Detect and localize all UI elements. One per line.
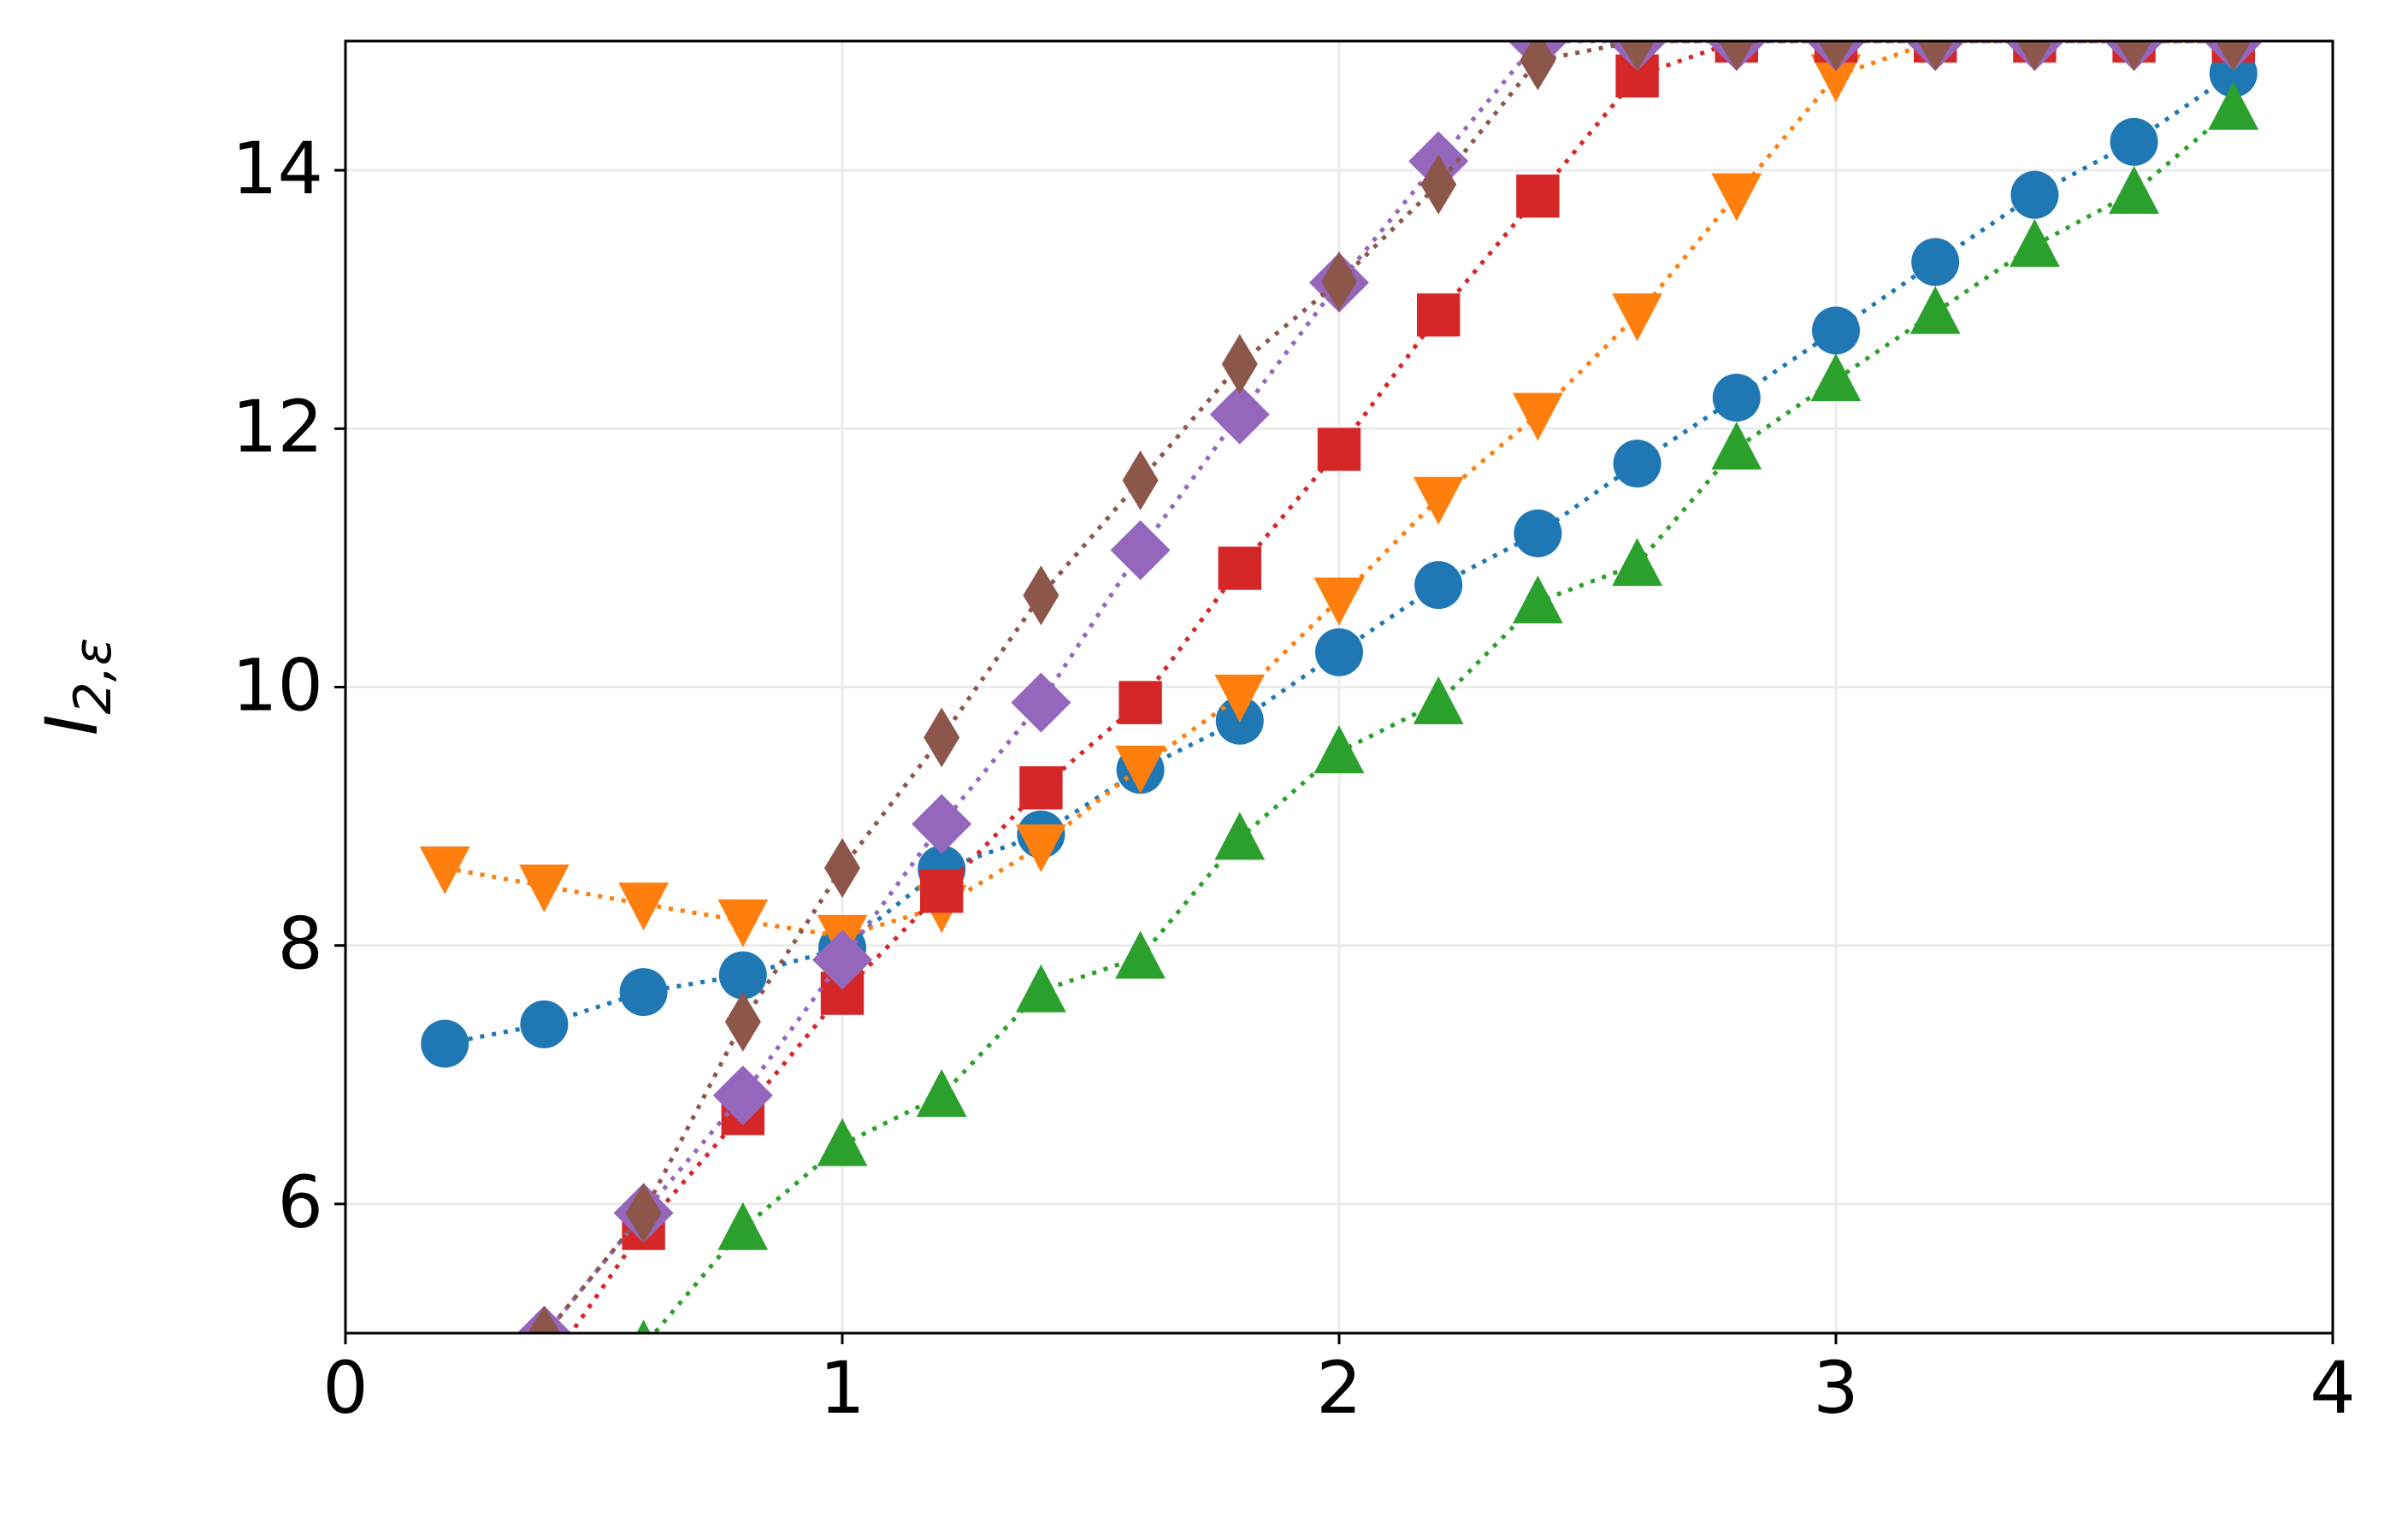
marker [522,1350,565,1393]
marker [423,1492,466,1517]
marker [1023,565,1059,626]
marker [1520,41,1556,91]
marker [1818,41,1854,71]
marker [427,1497,463,1517]
marker [1420,154,1457,215]
marker [2016,41,2053,71]
marker [636,1319,651,1333]
y-tick-label: 12 [232,385,323,469]
marker [820,971,865,1015]
marker [618,882,669,931]
x-tick-label: 0 [322,1346,368,1430]
marker [619,968,668,1017]
marker [1011,672,1071,733]
marker [1315,628,1363,676]
marker [920,870,964,913]
marker [1909,286,1961,334]
marker [1214,674,1266,723]
marker [421,1019,469,1068]
marker [1810,54,1862,103]
marker [2215,41,2252,71]
marker [519,864,570,912]
y-tick-label: 10 [232,643,323,727]
x-tick-label: 2 [1316,1346,1361,1430]
marker [912,794,972,854]
marker [1413,476,1464,525]
marker [812,930,872,990]
marker [717,899,769,947]
plot-area [415,41,2263,1517]
y-tick-label: 8 [278,902,323,986]
marker [924,707,960,768]
marker [1711,422,1762,470]
marker [625,1183,662,1243]
marker [916,1069,967,1118]
y-tick-label: 6 [278,1160,323,1244]
marker [1317,428,1361,471]
marker [1612,538,1662,587]
marker [420,1501,470,1517]
y-label-main: I [30,714,114,735]
marker [1513,393,1563,441]
marker [1417,293,1461,337]
marker [1016,964,1066,1012]
marker [1214,812,1266,860]
marker [1110,520,1171,581]
marker [1615,54,1659,97]
marker [419,846,470,894]
marker [1612,293,1662,342]
marker [2010,170,2059,219]
y-axis-label: I2,ε [30,638,123,735]
marker [1514,509,1562,558]
marker [415,1458,475,1517]
y-label-sub: 2,ε [63,638,123,715]
marker [2110,117,2158,166]
y-tick-label: 14 [232,127,323,210]
marker [1122,450,1159,511]
marker [712,1065,773,1125]
marker [1313,725,1365,774]
marker [718,951,767,1000]
marker [1019,766,1063,810]
marker [1218,546,1261,590]
marker [1209,384,1270,445]
marker [1321,251,1357,312]
marker [824,838,860,899]
marker [2116,41,2152,71]
marker [1810,353,1862,402]
marker [1712,374,1761,422]
marker [2208,81,2259,130]
marker [1016,824,1066,873]
marker [1221,334,1258,394]
marker [1911,238,1960,286]
marker [2010,218,2060,267]
marker [1115,930,1166,979]
marker [1313,577,1365,626]
marker [1115,745,1166,794]
marker [519,1410,570,1458]
marker [1118,681,1162,724]
marker [1613,440,1661,488]
marker [1516,174,1560,218]
marker [520,1000,569,1048]
marker [1711,173,1762,221]
x-tick-label: 4 [2310,1346,2355,1430]
marker [1413,676,1464,724]
marker [1414,561,1463,610]
marker [2109,165,2159,214]
marker [528,1306,561,1333]
marker [724,991,761,1052]
marker [1917,41,1954,71]
x-tick-label: 1 [819,1346,865,1430]
marker [1812,306,1860,355]
marker [1513,575,1563,623]
marker [817,1118,868,1166]
marker [1718,41,1755,71]
marker [1619,41,1656,71]
x-tick-label: 3 [1813,1346,1858,1430]
marker [717,1201,769,1250]
